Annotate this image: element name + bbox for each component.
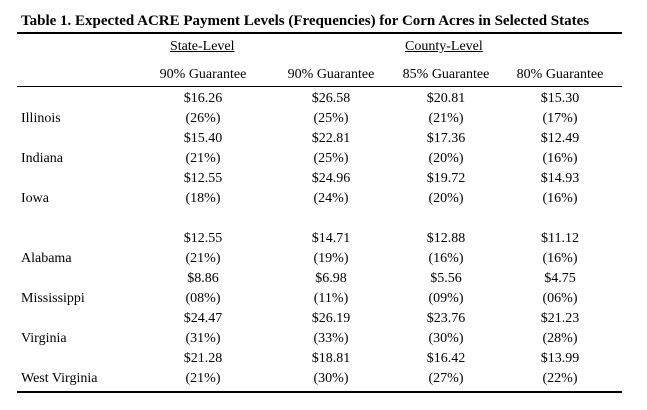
table-cell-frequency: (16%)	[428, 251, 464, 266]
table-cell-frequency: (21%)	[185, 251, 221, 266]
table-cell-frequency: (25%)	[313, 111, 349, 126]
table-cell-payment: $6.98	[315, 271, 347, 286]
column-header: 85% Guarantee	[402, 67, 490, 82]
table-row-state-label: Alabama	[21, 251, 72, 266]
table-cell-payment: $15.30	[540, 91, 580, 106]
bottom-rule	[17, 391, 622, 393]
table-cell-payment: $26.58	[311, 91, 351, 106]
table-row-state-label: Indiana	[21, 151, 63, 166]
table-cell-payment: $16.26	[183, 91, 223, 106]
table-cell-frequency: (19%)	[313, 251, 349, 266]
table-cell-payment: $21.23	[540, 311, 580, 326]
table-cell-payment: $18.81	[311, 351, 351, 366]
table-cell-frequency: (20%)	[428, 191, 464, 206]
table-row-state-label: Mississippi	[21, 291, 85, 306]
table-cell-payment: $4.75	[544, 271, 576, 286]
table-cell-payment: $23.76	[426, 311, 466, 326]
table-cell-payment: $15.40	[183, 131, 223, 146]
table-cell-frequency: (30%)	[313, 371, 349, 386]
table-cell-frequency: (30%)	[428, 331, 464, 346]
table-row-state-label: Virginia	[21, 331, 67, 346]
group-header-county-level: County-Level	[405, 39, 483, 54]
table-cell-payment: $5.56	[430, 271, 462, 286]
table-cell-payment: $24.96	[311, 171, 351, 186]
table-row-state-label: Iowa	[21, 191, 49, 206]
table-cell-payment: $12.55	[183, 171, 223, 186]
table-cell-frequency: (24%)	[313, 191, 349, 206]
table-cell-payment: $22.81	[311, 131, 351, 146]
table-cell-frequency: (16%)	[542, 251, 578, 266]
column-header: 90% Guarantee	[159, 67, 247, 82]
table-cell-payment: $16.42	[426, 351, 466, 366]
table-cell-frequency: (21%)	[185, 151, 221, 166]
table-cell-frequency: (09%)	[428, 291, 464, 306]
table-cell-frequency: (11%)	[313, 291, 349, 306]
table-cell-payment: $14.93	[540, 171, 580, 186]
column-header: 90% Guarantee	[287, 67, 375, 82]
table-cell-frequency: (31%)	[185, 331, 221, 346]
table-cell-frequency: (28%)	[542, 331, 578, 346]
table-cell-frequency: (18%)	[185, 191, 221, 206]
table-cell-frequency: (21%)	[185, 371, 221, 386]
table-cell-payment: $8.86	[187, 271, 219, 286]
table-cell-payment: $26.19	[311, 311, 351, 326]
table-cell-frequency: (06%)	[542, 291, 578, 306]
column-header: 80% Guarantee	[516, 67, 604, 82]
table-cell-payment: $12.88	[426, 231, 466, 246]
table-cell-frequency: (17%)	[542, 111, 578, 126]
table-cell-payment: $11.12	[541, 231, 579, 246]
table-title: Table 1. Expected ACRE Payment Levels (F…	[21, 13, 590, 29]
table-cell-payment: $21.28	[183, 351, 223, 366]
table-cell-payment: $19.72	[426, 171, 466, 186]
table-cell-frequency: (20%)	[428, 151, 464, 166]
table-row-state-label: West Virginia	[21, 371, 98, 386]
top-rule	[17, 32, 622, 34]
table-cell-frequency: (27%)	[428, 371, 464, 386]
table-cell-frequency: (21%)	[428, 111, 464, 126]
table-cell-payment: $17.36	[426, 131, 466, 146]
table-cell-frequency: (08%)	[185, 291, 221, 306]
table-cell-payment: $13.99	[540, 351, 580, 366]
table-cell-frequency: (16%)	[542, 191, 578, 206]
table-cell-frequency: (16%)	[542, 151, 578, 166]
table-row-state-label: Illinois	[21, 111, 61, 126]
table-cell-payment: $20.81	[426, 91, 466, 106]
table-cell-frequency: (26%)	[185, 111, 221, 126]
header-rule	[17, 86, 622, 87]
table-cell-payment: $24.47	[183, 311, 223, 326]
group-header-state-level: State-Level	[170, 39, 235, 54]
table-cell-payment: $12.55	[183, 231, 223, 246]
table-cell-frequency: (22%)	[542, 371, 578, 386]
table-cell-frequency: (25%)	[313, 151, 349, 166]
table-cell-frequency: (33%)	[313, 331, 349, 346]
table-cell-payment: $12.49	[540, 131, 580, 146]
table-cell-payment: $14.71	[311, 231, 351, 246]
